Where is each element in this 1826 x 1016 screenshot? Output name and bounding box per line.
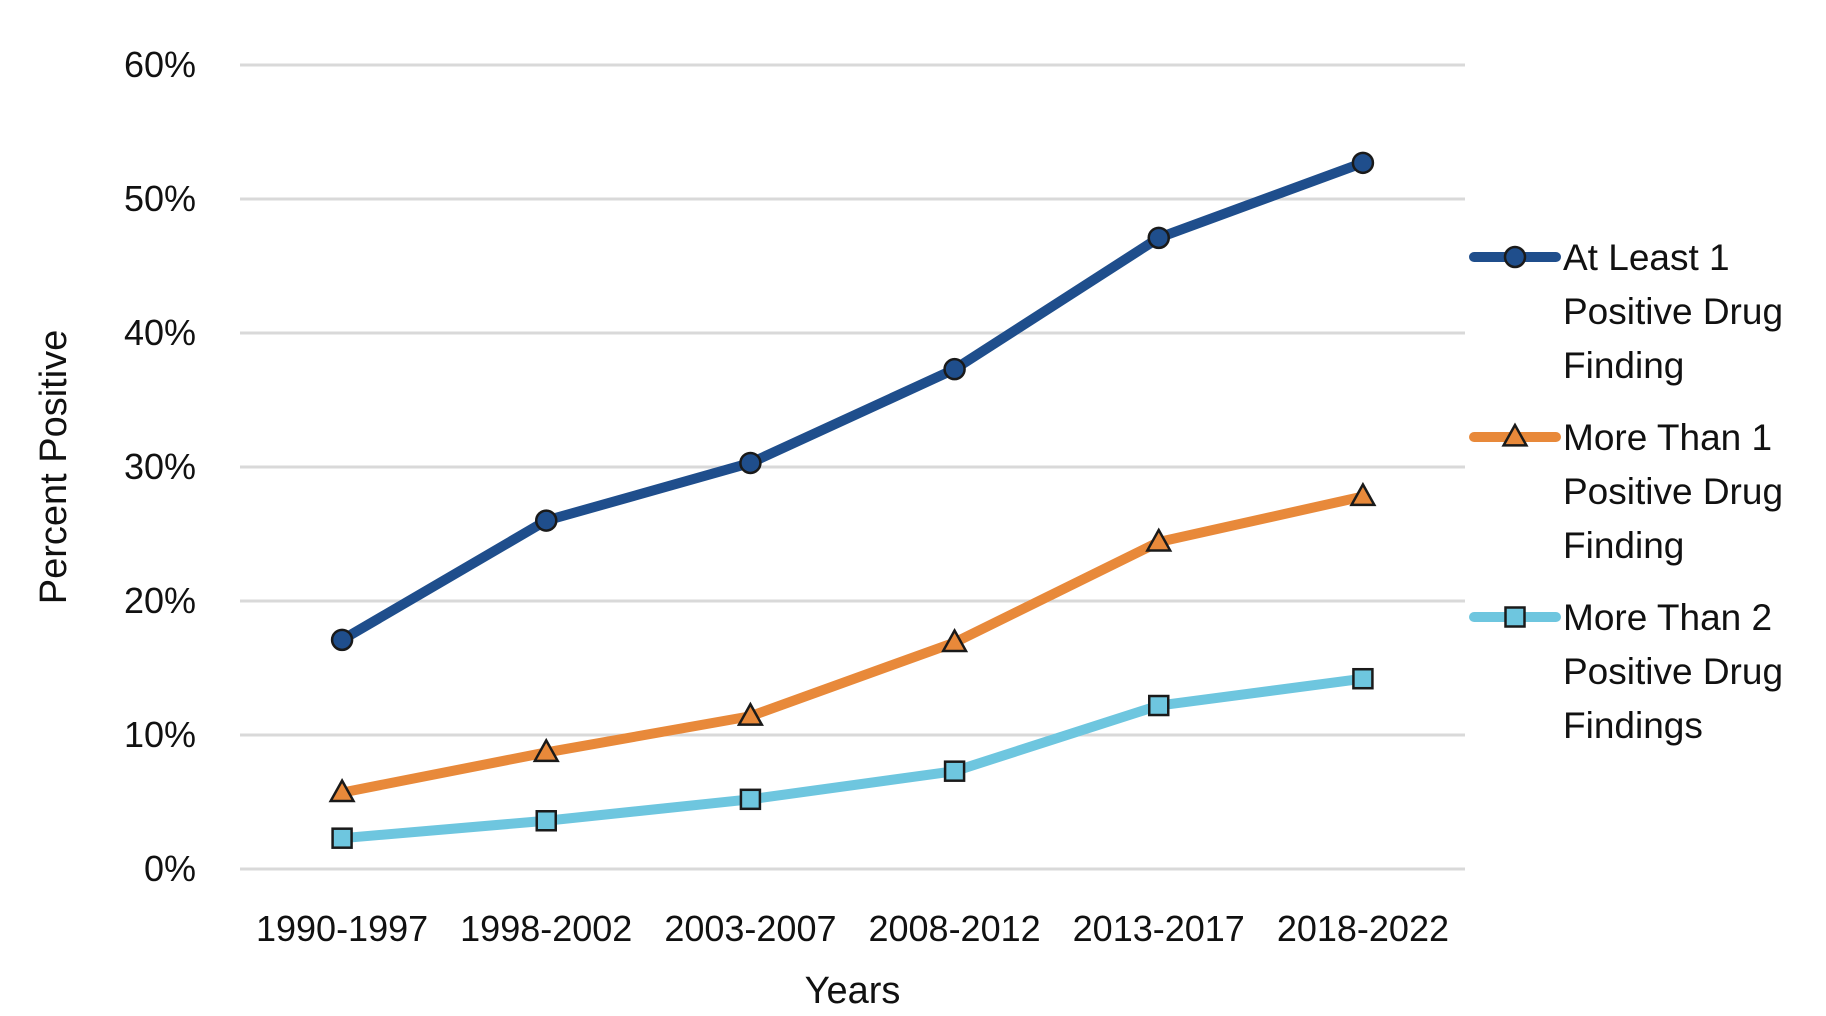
series-line [337, 673, 1368, 844]
data-point-circle [535, 509, 558, 532]
legend-label: More Than 1 [1563, 417, 1772, 458]
legend-label: Finding [1563, 525, 1684, 566]
legend-marker-square [1504, 606, 1526, 628]
y-tick-label: 0% [144, 848, 196, 889]
legend-entry: More Than 1 Positive Drug Finding [1469, 417, 1783, 566]
y-axis-title: Percent Positive [33, 330, 75, 605]
data-point-square [535, 810, 557, 832]
data-point-square [1148, 694, 1170, 717]
y-tick-label: 30% [124, 446, 196, 487]
data-point-square [739, 788, 762, 811]
data-point-circle [330, 628, 354, 652]
legend-entry: At Least 1 Positive Drug Finding [1469, 237, 1783, 386]
series-line [337, 491, 1368, 798]
data-point-circle [1147, 226, 1170, 250]
data-point-square [331, 827, 353, 849]
y-tick-label: 60% [124, 44, 196, 85]
series-line [337, 157, 1368, 645]
legend-label: Finding [1563, 345, 1684, 386]
series-group [328, 151, 1377, 849]
legend-label: At Least 1 [1563, 237, 1730, 278]
x-tick-label: 2013-2017 [1073, 908, 1245, 949]
y-tick-label: 20% [124, 580, 196, 621]
series-3 [331, 667, 1374, 849]
data-point-square [1352, 667, 1374, 690]
data-point-triangle [736, 701, 764, 726]
data-point-triangle [532, 737, 560, 763]
gridlines [240, 63, 1465, 871]
x-axis-title: Years [805, 970, 901, 1012]
data-point-circle [739, 451, 762, 475]
series-1 [330, 151, 1375, 652]
data-point-triangle [1145, 527, 1173, 552]
y-tick-label: 40% [124, 312, 196, 353]
y-tick-label: 10% [124, 714, 196, 755]
series-2 [328, 481, 1377, 803]
legend-entry: More Than 2 Positive Drug Findings [1469, 597, 1783, 746]
data-point-circle [943, 357, 966, 381]
legend-label: Findings [1563, 705, 1703, 746]
x-tick-label: 2018-2022 [1277, 908, 1449, 949]
x-axis-ticks: 1990-1997 1998-2002 2003-2007 2008-2012 2013… [256, 908, 1449, 949]
legend-marker-triangle [1501, 422, 1529, 447]
legend-label: More Than 2 [1563, 597, 1772, 638]
x-tick-label: 2008-2012 [868, 908, 1040, 949]
data-point-triangle [328, 778, 356, 803]
x-tick-label: 1998-2002 [460, 908, 632, 949]
legend-label: Positive Drug [1563, 651, 1783, 692]
y-axis-ticks: 0% 10% 20% 30% 40% 50% 60% [124, 44, 196, 889]
x-tick-label: 1990-1997 [256, 908, 428, 949]
data-point-square [943, 760, 966, 782]
data-point-triangle [1349, 481, 1377, 507]
legend-label: Positive Drug [1563, 291, 1783, 332]
legend-marker-circle [1503, 245, 1527, 269]
y-tick-label: 50% [124, 178, 196, 219]
legend-label: Positive Drug [1563, 471, 1783, 512]
data-point-circle [1351, 151, 1375, 175]
data-point-triangle [941, 627, 969, 653]
x-tick-label: 2003-2007 [664, 908, 836, 949]
